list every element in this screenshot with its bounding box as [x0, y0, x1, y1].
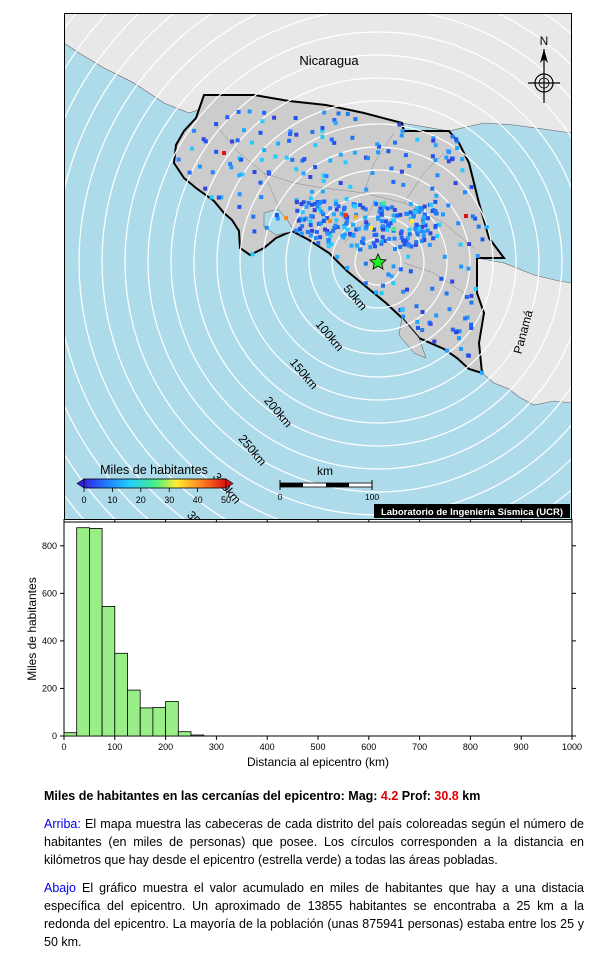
- caption: Miles de habitantes en las cercanías del…: [44, 787, 584, 961]
- hist-bar-175km: [152, 707, 166, 737]
- scalebar-tick-100: 100: [365, 492, 379, 502]
- population-histogram: 0 100 200 300 400 500 600 700 800 900 1000 0 200 400…: [25, 519, 582, 769]
- x-tick-0: 0: [61, 742, 66, 752]
- colorbar-tick-50: 50: [221, 495, 231, 505]
- depth-unit: km: [458, 789, 481, 803]
- hist-bar-50km: [89, 527, 103, 737]
- ring-325km: [78, 13, 572, 520]
- scalebar-title: km: [317, 464, 333, 478]
- hist-bar-25km: [76, 527, 90, 737]
- hist-bar-125km: [127, 689, 141, 737]
- nicaragua-label: Nicaragua: [299, 53, 359, 68]
- x-tick-1000: 1000: [562, 742, 582, 752]
- depth-value: 30.8: [434, 789, 459, 803]
- colorbar-tick-30: 30: [164, 495, 174, 505]
- hist-bar-200km: [165, 701, 179, 737]
- caption-paragraph-bottom: Abajo El gráfico muestra el valor acumul…: [44, 879, 584, 951]
- magnitude-value: 4.2: [380, 789, 399, 803]
- colorbar-tick-0: 0: [81, 495, 86, 505]
- ring-label-350km: 350km: [184, 508, 218, 520]
- x-tick-800: 800: [463, 742, 478, 752]
- y-tick-200: 200: [42, 683, 57, 693]
- y-tick-600: 600: [42, 588, 57, 598]
- y-axis-label: Miles de habitantes: [25, 577, 39, 680]
- north-label: N: [540, 34, 549, 48]
- epicenter-star: [369, 253, 387, 270]
- ring-225km: [170, 54, 572, 470]
- caption-top-text: El mapa muestra las cabeceras de cada di…: [44, 817, 584, 867]
- x-axis-label: Distancia al epicentro (km): [247, 755, 389, 769]
- ring-150km: [239, 123, 517, 401]
- epicenter-map: Nicaragua Panamá 50km100km150km200km250k…: [64, 13, 572, 520]
- colorbar-title: Miles de habitantes: [100, 463, 208, 477]
- scalebar: km 0 100: [278, 464, 380, 502]
- caption-bottom-lead: Abajo: [44, 881, 76, 895]
- hist-bar-75km: [101, 606, 116, 737]
- hist-bar-0km: [63, 732, 78, 737]
- y-tick-400: 400: [42, 636, 57, 646]
- x-tick-100: 100: [107, 742, 122, 752]
- hist-bar-100km: [114, 652, 128, 737]
- depth-prefix: Prof:: [398, 789, 435, 803]
- x-tick-700: 700: [412, 742, 427, 752]
- caption-title-prefix: Miles de habitantes en las cercanías del…: [44, 789, 381, 803]
- ring-100km: [285, 169, 471, 355]
- x-tick-200: 200: [158, 742, 173, 752]
- x-tick-400: 400: [260, 742, 275, 752]
- ring-200km: [193, 77, 563, 447]
- district-markers: [176, 109, 489, 375]
- x-tick-500: 500: [310, 742, 325, 752]
- colorbar-tick-10: 10: [107, 495, 117, 505]
- credit-label: Laboratorio de Ingeniería Sísmica (UCR): [381, 507, 563, 518]
- hist-bar-225km: [177, 731, 192, 737]
- hist-bar-250km: [190, 734, 205, 737]
- distance-rings: [64, 13, 572, 520]
- ring-75km: [308, 192, 448, 332]
- y-tick-800: 800: [42, 541, 57, 551]
- hist-bar-150km: [139, 707, 154, 737]
- x-tick-600: 600: [361, 742, 376, 752]
- ring-300km: [101, 13, 572, 520]
- ring-250km: [147, 31, 572, 493]
- y-tick-0: 0: [52, 731, 57, 741]
- x-tick-900: 900: [514, 742, 529, 752]
- caption-bottom-text: El gráfico muestra el valor acumulado en…: [44, 881, 584, 949]
- caption-title: Miles de habitantes en las cercanías del…: [44, 787, 584, 805]
- caption-paragraph-top: Arriba: El mapa muestra las cabeceras de…: [44, 815, 584, 869]
- caption-top-lead: Arriba:: [44, 817, 81, 831]
- north-arrow: N: [528, 34, 560, 103]
- scalebar-tick-0: 0: [278, 492, 283, 502]
- colorbar-tick-40: 40: [193, 495, 203, 505]
- colorbar-tick-20: 20: [136, 495, 146, 505]
- x-tick-300: 300: [209, 742, 224, 752]
- colorbar: Miles de habitantes 0 10 20 30 40 50: [76, 463, 234, 505]
- ring-175km: [216, 100, 540, 424]
